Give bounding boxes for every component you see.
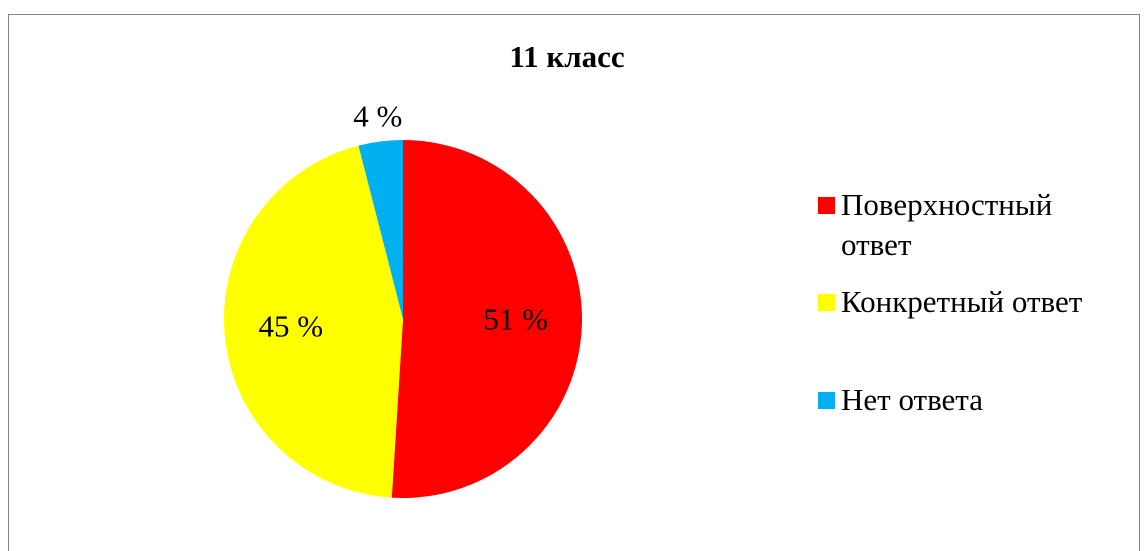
- data-label: 4 %: [353, 99, 402, 134]
- legend-item: Нет ответа: [818, 380, 1128, 420]
- pie-slice: [223, 145, 403, 498]
- legend-label: Конкретный ответ: [841, 284, 1083, 319]
- data-label: 51 %: [483, 302, 548, 337]
- legend-item: Конкретный ответ: [818, 282, 1128, 322]
- pie-slice: [358, 140, 403, 319]
- legend-swatch: [818, 197, 835, 214]
- legend-swatch: [818, 294, 835, 311]
- legend-item: Поверхностный ответ: [818, 185, 1128, 265]
- data-label: 45 %: [258, 309, 323, 344]
- legend-label: Нет ответа: [841, 382, 983, 417]
- legend-label: Поверхностный ответ: [841, 187, 1053, 262]
- pie-slice: [391, 140, 582, 498]
- chart-title: 11 класс: [509, 39, 624, 74]
- legend-swatch: [818, 392, 835, 409]
